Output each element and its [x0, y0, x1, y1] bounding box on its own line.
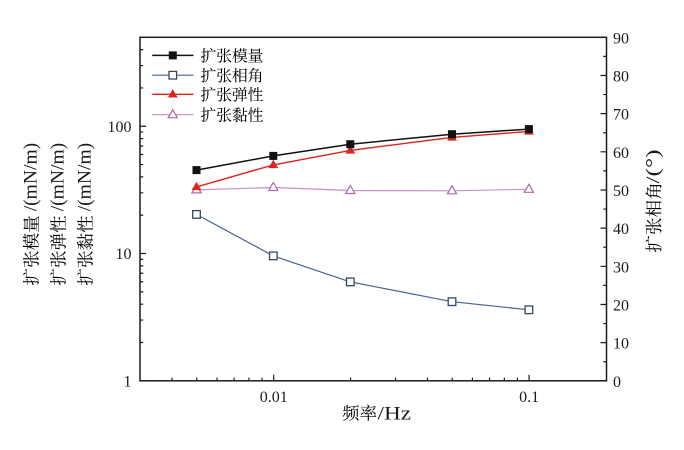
svg-text:100: 100	[108, 119, 132, 136]
svg-text:0.1: 0.1	[519, 389, 539, 406]
svg-text:10: 10	[116, 246, 132, 263]
svg-text:60: 60	[613, 145, 629, 162]
svg-text:40: 40	[613, 221, 629, 238]
svg-text:90: 90	[613, 30, 629, 47]
svg-text:70: 70	[613, 107, 629, 124]
svg-text:/Hz: /Hz	[378, 404, 412, 425]
svg-text:0.01: 0.01	[260, 389, 288, 406]
svg-text:30: 30	[613, 259, 629, 276]
svg-text:20: 20	[613, 298, 629, 315]
svg-text:/(mN/m): /(mN/m)	[48, 143, 69, 212]
svg-text:10: 10	[613, 336, 629, 353]
svg-text:/(mN/m): /(mN/m)	[75, 143, 96, 212]
svg-text:1: 1	[124, 373, 132, 390]
svg-text:/(°): /(°)	[643, 150, 664, 184]
svg-text:/(mN/m): /(mN/m)	[21, 143, 42, 212]
svg-text:80: 80	[613, 69, 629, 86]
svg-text:0: 0	[613, 374, 621, 391]
svg-text:50: 50	[613, 183, 629, 200]
